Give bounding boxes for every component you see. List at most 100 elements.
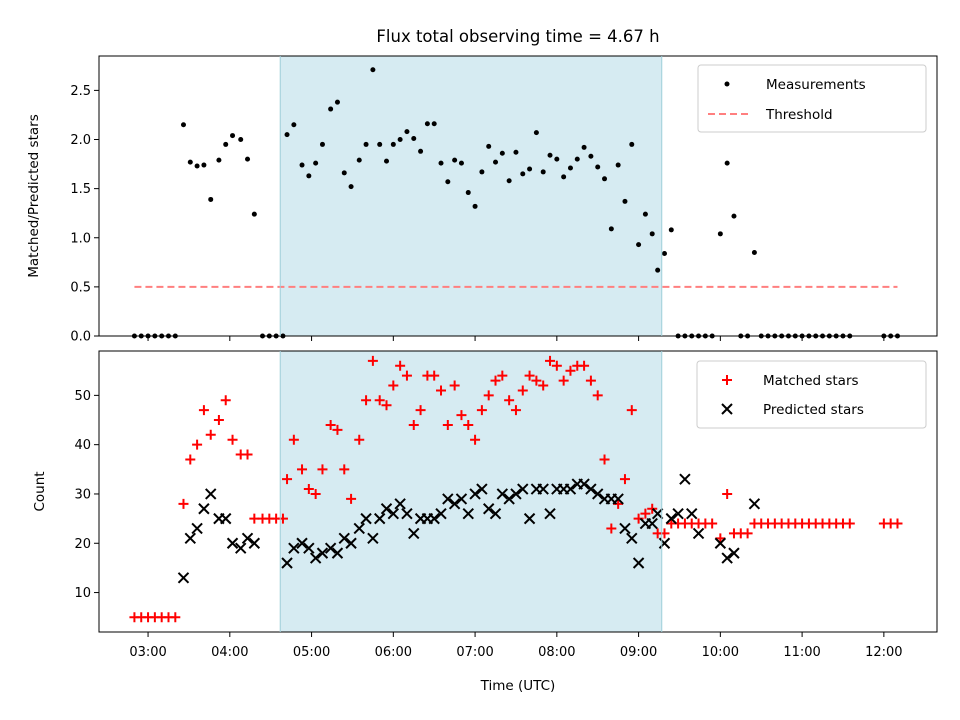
- measurement-point: [486, 143, 492, 149]
- matched-star-point: [579, 360, 590, 371]
- predicted-star-point: [373, 512, 386, 525]
- measurement-point: [527, 166, 533, 172]
- matched-star-point: [565, 365, 576, 376]
- predicted-star-point: [331, 547, 344, 559]
- measurement-point: [284, 132, 290, 138]
- matched-star-point: [242, 449, 253, 460]
- predicted-star-point: [205, 488, 217, 500]
- measurement-point: [499, 150, 505, 156]
- measurement-point: [431, 121, 437, 127]
- matched-star-point: [592, 390, 603, 401]
- legend-marker-measurements: [724, 81, 730, 87]
- predicted-star-point: [714, 537, 727, 549]
- measurement-point: [230, 133, 236, 139]
- y-tick-label: 40: [74, 438, 91, 453]
- matched-star-point: [504, 395, 515, 406]
- bottom-x-axis: 03:00 04:00 05:00 06:00 07:00 08:00 09:00 10:00…: [129, 632, 903, 660]
- y-tick-label: 1.0: [70, 231, 91, 246]
- predicted-star-point: [198, 503, 210, 515]
- x-axis-label: Time (UTC): [480, 678, 556, 694]
- measurement-point: [642, 211, 648, 217]
- matched-star-point: [303, 484, 314, 495]
- measurement-point: [384, 158, 390, 164]
- measurement-point: [238, 137, 244, 143]
- measurement-point: [588, 153, 594, 159]
- predicted-star-point: [748, 498, 761, 510]
- measurement-point: [341, 170, 347, 176]
- predicted-star-point: [728, 547, 740, 559]
- predicted-star-point: [692, 527, 705, 540]
- y-tick-label: 30: [74, 487, 91, 502]
- y-tick-label: 10: [74, 586, 91, 601]
- matched-star-point: [198, 405, 209, 416]
- matched-star-point: [585, 375, 596, 386]
- matched-star-point: [531, 375, 542, 386]
- predicted-star-point: [345, 537, 357, 549]
- predicted-star-point: [394, 498, 406, 510]
- measurement-point: [397, 137, 403, 143]
- top-y-axis: 0.0 0.5 1.0 1.5 2.0 2.5: [70, 84, 99, 345]
- matched-star-point: [599, 454, 610, 465]
- measurement-point: [452, 157, 458, 163]
- predicted-star-point: [489, 507, 502, 520]
- observing-window-shade-bottom: [280, 351, 662, 632]
- matched-star-point: [470, 434, 481, 445]
- predicted-star-point: [296, 537, 308, 549]
- matched-star-point: [185, 454, 196, 465]
- matched-star-point: [408, 419, 419, 430]
- predicted-star-point: [585, 483, 597, 495]
- matched-star-point: [722, 488, 733, 499]
- measurement-point: [513, 149, 519, 155]
- measurement-point: [319, 141, 325, 147]
- measurement-point: [547, 152, 553, 158]
- y-tick-label: 1.5: [70, 182, 91, 197]
- x-tick-label: 03:00: [129, 645, 166, 660]
- measurement-point: [636, 242, 642, 248]
- matched-star-point: [220, 395, 231, 406]
- measurement-point: [418, 148, 424, 154]
- matched-star-point: [538, 380, 549, 391]
- bottom-panel: 10 20 30 40 50 03:00 04:00 05:00 06:00 07:00 08:0…: [32, 350, 938, 694]
- matched-star-point: [619, 474, 630, 485]
- y-tick-label: 20: [74, 537, 91, 552]
- predicted-star-point: [462, 507, 474, 520]
- measurement-point: [291, 122, 297, 128]
- predicted-star-point: [442, 493, 454, 505]
- measurement-point: [348, 184, 354, 190]
- predicted-star-point: [360, 512, 372, 525]
- measurement-point: [438, 160, 444, 166]
- bottom-legend-box: [696, 360, 927, 429]
- predicted-star-point: [482, 503, 495, 515]
- matched-star-point: [310, 488, 321, 499]
- predicted-star-point: [316, 547, 329, 559]
- measurement-point: [299, 162, 305, 168]
- matched-star-point: [282, 474, 293, 485]
- measurement-point: [201, 162, 207, 168]
- matched-star-point: [551, 360, 562, 371]
- x-tick-label: 08:00: [538, 645, 575, 660]
- matched-star-point: [606, 523, 617, 534]
- predicted-star-point: [380, 503, 393, 515]
- chart-title: Flux total observing time = 4.67 h: [376, 27, 659, 46]
- predicted-star-point: [226, 537, 239, 549]
- x-tick-label: 11:00: [783, 645, 820, 660]
- x-tick-label: 12:00: [865, 645, 902, 660]
- measurement-point: [363, 141, 369, 147]
- measurement-point: [533, 130, 539, 136]
- predicted-star-point: [191, 522, 203, 535]
- matched-star-point: [415, 405, 426, 416]
- y-tick-label: 2.5: [70, 84, 91, 99]
- measurement-point: [581, 144, 587, 150]
- predicted-star-point: [721, 552, 733, 564]
- predicted-star-point: [324, 542, 337, 554]
- measurement-point: [506, 178, 512, 184]
- predicted-star-point: [235, 542, 247, 554]
- predicted-star-point: [592, 488, 604, 500]
- measurement-point: [356, 157, 362, 163]
- top-plot-frame: [98, 55, 938, 337]
- measurement-point: [465, 190, 471, 196]
- predicted-star-point: [303, 542, 315, 554]
- predicted-star-point: [626, 532, 638, 545]
- predicted-star-point: [448, 498, 461, 510]
- predicted-star-point: [177, 572, 190, 584]
